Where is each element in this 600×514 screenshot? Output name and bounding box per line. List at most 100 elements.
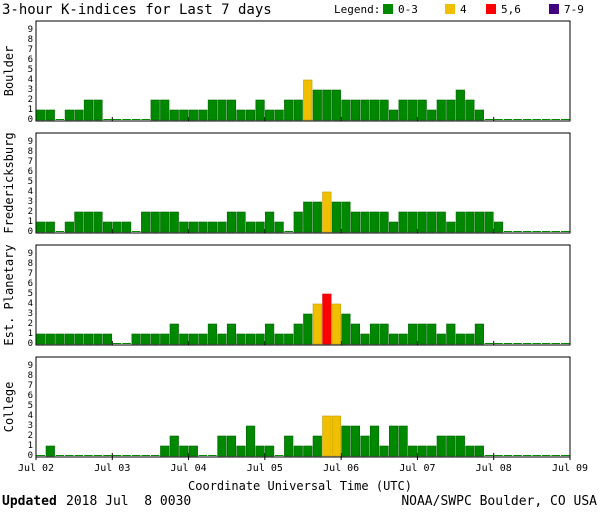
bar: [474, 323, 484, 345]
y-tick-label: 9: [28, 249, 33, 259]
bar: [455, 435, 465, 457]
bar: [446, 323, 456, 345]
y-tick-label: 5: [28, 289, 33, 299]
bar: [122, 119, 131, 120]
bar: [522, 119, 532, 120]
bar: [150, 333, 160, 345]
bar: [436, 99, 446, 121]
bar: [265, 323, 275, 345]
x-tick-label: Jul 08: [476, 463, 512, 474]
bar: [36, 221, 46, 233]
legend-item-label-3: 7-9: [564, 3, 584, 16]
bar: [131, 119, 141, 120]
bar: [560, 231, 570, 232]
bar: [341, 425, 351, 457]
bar: [417, 445, 427, 457]
bar: [207, 99, 217, 121]
bar: [427, 323, 437, 345]
bar: [284, 435, 294, 457]
bar: [131, 333, 141, 345]
y-tick-label: 1: [28, 329, 33, 339]
bar: [198, 455, 208, 456]
bar: [255, 221, 265, 233]
bar: [169, 211, 179, 233]
bar: [341, 313, 351, 345]
bar: [408, 323, 418, 345]
bar: [45, 221, 55, 233]
bar: [379, 323, 389, 345]
y-tick-label: 1: [28, 217, 33, 227]
bar: [74, 211, 84, 233]
bar: [122, 343, 131, 344]
y-tick-label: 9: [28, 137, 33, 147]
bar: [188, 221, 198, 233]
bar: [417, 211, 427, 233]
bar: [312, 303, 322, 345]
legend-item-label-0: 0-3: [398, 3, 418, 16]
bar: [45, 445, 55, 457]
bar: [265, 211, 275, 233]
panel-station-label: College: [2, 382, 16, 433]
bar: [551, 455, 560, 456]
legend-item-label-2: 5,6: [501, 3, 521, 16]
bar: [560, 343, 570, 344]
bar: [179, 333, 189, 345]
bar: [274, 221, 284, 233]
panel-station-label: Fredericksburg: [2, 132, 16, 233]
y-tick-label: 2: [28, 207, 33, 217]
panel-frame: [35, 20, 571, 122]
bar: [198, 109, 208, 121]
bar: [503, 119, 513, 120]
y-tick-label: 7: [28, 381, 33, 391]
bar: [217, 333, 227, 345]
x-tick-label: Jul 04: [171, 463, 207, 474]
bar: [179, 221, 189, 233]
y-tick-label: 2: [28, 319, 33, 329]
y-tick-label: 7: [28, 45, 33, 55]
bar: [284, 231, 293, 232]
bar: [274, 455, 284, 456]
bar: [208, 455, 217, 456]
bar: [245, 221, 256, 233]
bar: [83, 211, 94, 233]
bar: [436, 435, 446, 457]
y-tick-label: 6: [28, 279, 33, 289]
y-tick-label: 1: [28, 105, 33, 115]
y-tick-label: 5: [28, 401, 33, 411]
bar: [360, 435, 370, 457]
bar: [188, 445, 198, 457]
bar: [312, 89, 322, 121]
bar: [532, 343, 541, 344]
bar: [331, 415, 341, 457]
bar: [532, 119, 541, 120]
bar: [303, 201, 313, 233]
y-tick-label: 7: [28, 269, 33, 279]
bar: [350, 323, 361, 345]
y-tick-label: 8: [28, 371, 33, 381]
bar: [83, 333, 94, 345]
bar: [408, 99, 418, 121]
bar: [322, 415, 332, 457]
footer-source: NOAA/SWPC Boulder, CO USA: [401, 494, 597, 509]
bar: [465, 211, 475, 233]
bar: [226, 435, 237, 457]
bar: [560, 455, 570, 456]
bar: [369, 425, 380, 457]
bar: [74, 455, 84, 456]
y-tick-label: 3: [28, 309, 33, 319]
x-tick-label: Jul 07: [399, 463, 435, 474]
legend-label: Legend:: [334, 3, 380, 16]
panel-station-label: Est. Planetary: [2, 244, 16, 345]
bar: [274, 109, 284, 121]
bar: [217, 435, 227, 457]
bar: [408, 211, 418, 233]
bar: [389, 109, 399, 121]
bar: [350, 99, 361, 121]
bar: [322, 191, 332, 233]
legend-swatch-0: [383, 4, 393, 14]
bar: [55, 231, 65, 232]
bar: [436, 211, 446, 233]
